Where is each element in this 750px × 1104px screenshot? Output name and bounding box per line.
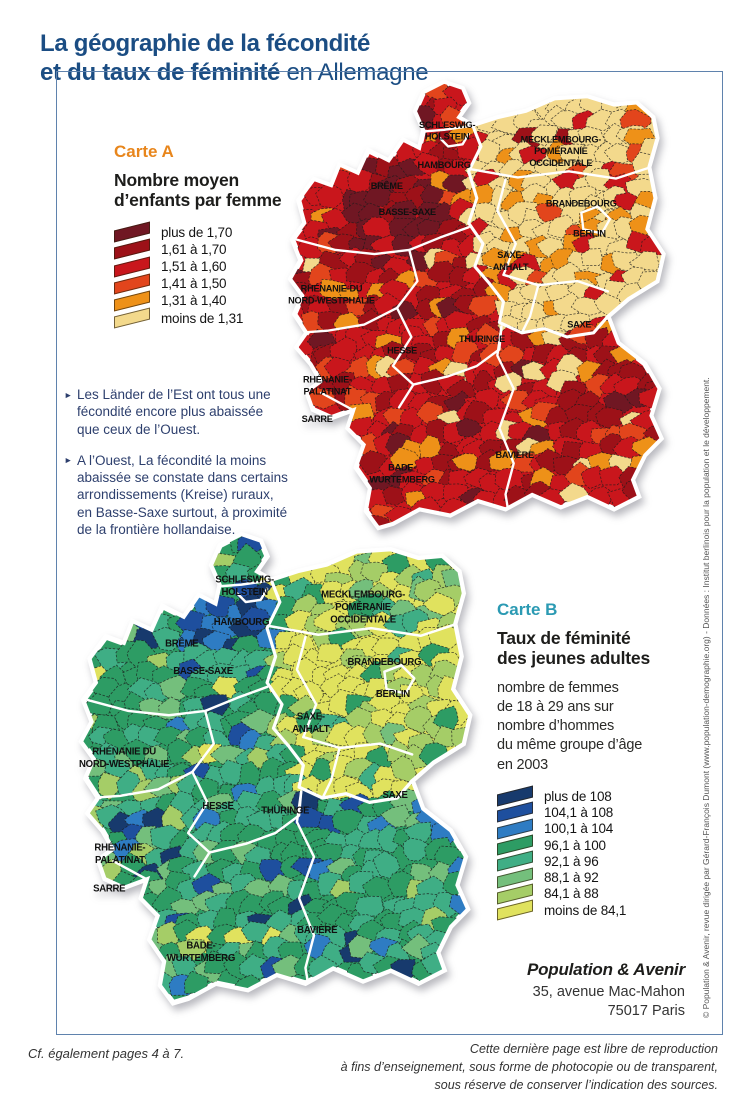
carte-b-legend-row: plus de 108 bbox=[497, 785, 712, 807]
title-line2-bold: et du taux de féminité bbox=[40, 58, 281, 86]
carte-a-legend-row: 1,51 à 1,60 bbox=[114, 256, 289, 278]
map-region-label: SAXE bbox=[383, 790, 409, 801]
publisher-name: Population & Avenir bbox=[526, 960, 685, 979]
map-region-label: BRÊME bbox=[371, 180, 403, 191]
map-region-label: SCHLESWIG-HOLSTEIN bbox=[215, 574, 274, 598]
title-line2-normal: en Allemagne bbox=[280, 58, 429, 86]
carte-b-heading: Carte B bbox=[497, 600, 558, 619]
map-region-label: BAVIÈRE bbox=[297, 925, 338, 936]
note-item: ► Les Länder de l’Est ont tous une fécond… bbox=[64, 387, 271, 437]
copyright-credit-vertical: © Population & Avenir, revue dirigée par… bbox=[701, 377, 711, 1018]
map-region-label: BRÊME bbox=[165, 638, 199, 650]
carte-a-legend-row: 1,61 à 1,70 bbox=[114, 238, 289, 260]
carte-a-legend-label: 1,61 à 1,70 bbox=[161, 241, 227, 257]
page-title: La géographie de la fécondité et du taux … bbox=[40, 30, 429, 88]
carte-a-title: Nombre moyen d’enfants par femme bbox=[114, 170, 282, 211]
carte-b-legend-row: 104,1 à 108 bbox=[497, 801, 712, 823]
map-region-label: RHÉNANIE-DU NORD-WESTPHALIE bbox=[288, 283, 375, 305]
carte-a-legend: plus de 1,70 1,61 à 1,70 1,51 à 1,60 1,41 à… bbox=[114, 221, 289, 329]
carte-b-legend-row: 100,1 à 104 bbox=[497, 818, 712, 840]
femininity-ratio-map-germany: SCHLESWIG-HOLSTEIN HAMBOURG MECKLEMBOURG-P… bbox=[78, 531, 473, 1006]
map-region-label: BERLIN bbox=[376, 689, 410, 700]
map-region-label: HESSE bbox=[387, 345, 417, 355]
map-region-label: RHÉNANIE-PALATINAT bbox=[303, 374, 352, 396]
publisher-address: 35, avenue Mac-Mahon 75017 Paris bbox=[532, 984, 685, 1019]
carte-a-legend-label: moins de 1,31 bbox=[161, 310, 244, 326]
map-region-label: MECKLEMBOURG-POMÉRANIE OCCIDENTALE bbox=[521, 134, 602, 168]
carte-b-legend-row: 96,1 à 100 bbox=[497, 834, 712, 856]
carte-b-legend-label: 96,1 à 100 bbox=[544, 837, 606, 853]
carte-b-legend-label: moins de 84,1 bbox=[544, 902, 627, 918]
carte-b-legend: plus de 108 104,1 à 108 100,1 à 104 96,1 à … bbox=[497, 785, 712, 921]
map-region-label: SARRE bbox=[302, 414, 333, 424]
notes-list: ► Les Länder de l’Est ont tous une fécond… bbox=[64, 386, 288, 552]
map-region-label: BASSE-SAXE bbox=[379, 207, 436, 217]
carte-a-legend-row: 1,41 à 1,50 bbox=[114, 273, 289, 295]
carte-a-legend-label: 1,41 à 1,50 bbox=[161, 276, 227, 292]
carte-a-legend-row: plus de 1,70 bbox=[114, 221, 289, 243]
map-region-label: SARRE bbox=[93, 884, 126, 895]
district-mosaic bbox=[290, 82, 664, 528]
footer-reproduction-notice: Cette dernière page est libre de reprodu… bbox=[340, 1042, 718, 1093]
map-region-label: BRANDEBOURG bbox=[348, 657, 422, 668]
note-bullet-icon: ► bbox=[64, 455, 73, 466]
carte-a-legend-label: 1,31 à 1,40 bbox=[161, 293, 227, 309]
carte-a-legend-row: 1,31 à 1,40 bbox=[114, 290, 289, 312]
map-region-label: SAXE-ANHALT bbox=[292, 712, 329, 736]
carte-b-description: nombre de femmes de 18 à 29 ans sur nombre… bbox=[497, 679, 643, 773]
content-frame bbox=[56, 71, 723, 1035]
carte-b-legend-label: 104,1 à 108 bbox=[544, 804, 614, 820]
carte-a-legend-row: moins de 1,31 bbox=[114, 307, 289, 329]
carte-b-legend-row: moins de 84,1 bbox=[497, 899, 712, 921]
title-line1: La géographie de la fécondité bbox=[40, 30, 371, 58]
map-region-label: HAMBOURG bbox=[214, 617, 269, 628]
map-region-label: BERLIN bbox=[573, 228, 606, 238]
map-region-label: HESSE bbox=[202, 801, 234, 812]
map-region-label: BASSE-SAXE bbox=[173, 666, 233, 677]
carte-b-legend-label: 92,1 à 96 bbox=[544, 853, 599, 869]
publisher-block: Population & Avenir 35, avenue Mac-Mahon… bbox=[527, 960, 685, 1021]
map-region-label: THURINGE bbox=[459, 334, 505, 344]
map-region-label: HAMBOURG bbox=[418, 160, 471, 170]
carte-b-legend-row: 84,1 à 88 bbox=[497, 883, 712, 905]
map-region-label: SAXE bbox=[567, 320, 591, 330]
fertility-map-germany: SCHLESWIG-HOLSTEIN HAMBOURG MECKLEMBOURG-P… bbox=[287, 79, 666, 531]
carte-a-block: Carte A Nombre moyen d’enfants par femme … bbox=[114, 142, 289, 329]
carte-b-legend-label: 88,1 à 92 bbox=[544, 870, 599, 886]
note-bullet-icon: ► bbox=[64, 389, 73, 400]
carte-a-heading: Carte A bbox=[114, 142, 174, 161]
carte-b-title: Taux de féminité des jeunes adultes bbox=[497, 628, 650, 669]
map-region-label: BAVIÈRE bbox=[496, 450, 534, 460]
carte-b-legend-row: 88,1 à 92 bbox=[497, 867, 712, 889]
map-region-label: BADE-WURTEMBERG bbox=[369, 463, 434, 485]
carte-b-legend-label: 84,1 à 88 bbox=[544, 886, 599, 902]
carte-b-legend-label: 100,1 à 104 bbox=[544, 821, 614, 837]
footer-cross-reference: Cf. également pages 4 à 7. bbox=[28, 1046, 185, 1061]
map-region-label: BRANDEBOURG bbox=[546, 198, 617, 208]
carte-a-legend-label: plus de 1,70 bbox=[161, 224, 233, 240]
map-region-label: BADE-WURTEMBERG bbox=[167, 940, 235, 964]
note-item: ► A l’Ouest, La fécondité la moins abaiss… bbox=[64, 452, 288, 537]
district-mosaic bbox=[81, 534, 470, 1002]
map-region-label: MECKLEMBOURG-POMÉRANIE OCCIDENTALE bbox=[321, 590, 405, 626]
carte-a-legend-swatch bbox=[114, 307, 150, 329]
map-region-label: RHÉNANIE-PALATINAT bbox=[94, 842, 145, 866]
carte-a-legend-label: 1,51 à 1,60 bbox=[161, 259, 227, 275]
carte-b-block: Carte B Taux de féminité des jeunes adult… bbox=[497, 600, 712, 921]
map-region-label: SCHLESWIG-HOLSTEIN bbox=[419, 120, 475, 142]
carte-b-legend-label: plus de 108 bbox=[544, 788, 612, 804]
carte-b-legend-row: 92,1 à 96 bbox=[497, 850, 712, 872]
map-region-label: RHÉNANIE DU NORD-WESTPHALIE bbox=[79, 746, 170, 770]
map-region-label: THURINGE bbox=[261, 805, 310, 816]
map-region-label: SAXE-ANHALT bbox=[493, 250, 529, 272]
